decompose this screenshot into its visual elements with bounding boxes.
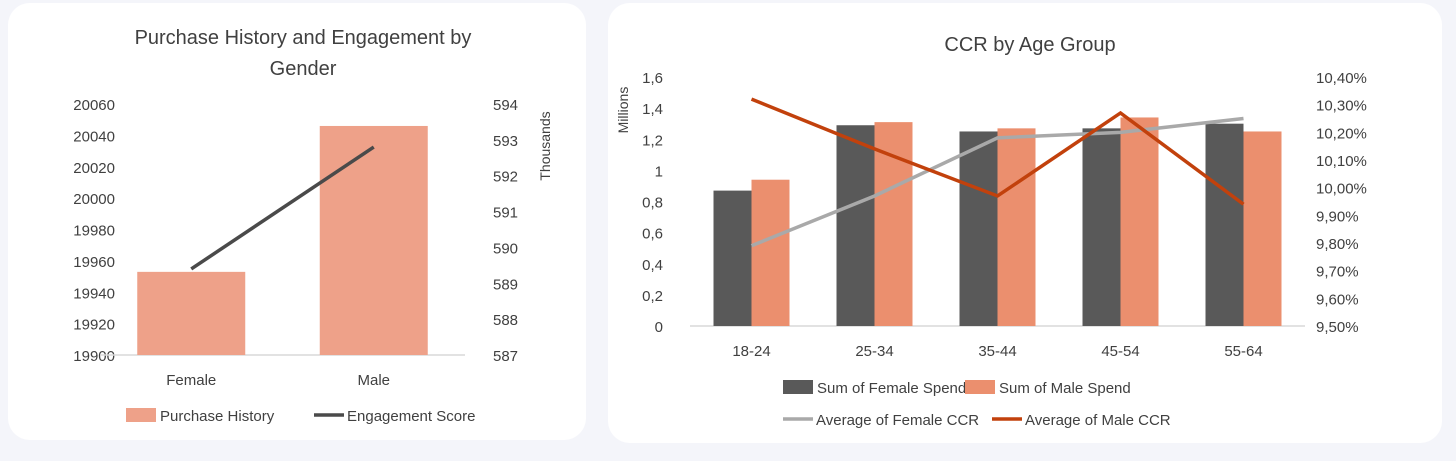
chart-title: Purchase History and Engagement by — [135, 27, 472, 49]
y2-tick-label: 9,60% — [1316, 291, 1359, 308]
ccr-age-group-chart: CCR by Age Group 1,6 1,4 1,2 1 0,8 0,6 0,4 0,2 0 1… — [615, 34, 1367, 429]
x-tick-label: 18-24 — [732, 343, 770, 360]
y-tick-label: 20060 — [73, 97, 115, 114]
bar-sum-of-male-spend — [997, 128, 1036, 326]
y-tick-label: 0,6 — [642, 226, 663, 243]
y-tick-label: 20020 — [73, 160, 115, 177]
ccr-age-group-chart-card: CCR by Age Group 1,6 1,4 1,2 1 0,8 0,6 0,4 0,2 0 1… — [608, 3, 1442, 443]
y2-tick-label: 593 — [493, 133, 518, 150]
bar-sum-of-male-spend — [1120, 117, 1159, 327]
y2-axis-title: Thousands — [537, 111, 553, 180]
line-average-of-female-ccr — [750, 116, 1244, 248]
legend-label: Sum of Male Spend — [999, 380, 1131, 397]
purchase-history-chart: Purchase History and Engagement by Gender… — [73, 27, 553, 425]
legend-label: Average of Male CCR — [1025, 412, 1171, 429]
y2-tick-label: 10,00% — [1316, 181, 1367, 198]
y2-tick-label: 10,30% — [1316, 98, 1367, 115]
y-tick-label: 1,6 — [642, 70, 663, 87]
x-tick-label: Male — [357, 372, 390, 389]
bar-sum-of-female-spend — [1205, 123, 1244, 326]
bar-sum-of-male-spend — [751, 179, 790, 326]
y-tick-label: 0,2 — [642, 288, 663, 305]
y-tick-label: 20000 — [73, 191, 115, 208]
y2-tick-label: 9,70% — [1316, 264, 1359, 281]
y-tick-label: 1,2 — [642, 132, 663, 149]
y2-tick-label: 10,20% — [1316, 125, 1367, 142]
y-axis-title: Millions — [615, 87, 631, 134]
y2-tick-label: 589 — [493, 276, 518, 293]
y-tick-label: 19940 — [73, 285, 115, 302]
x-tick-label: 55-64 — [1224, 343, 1262, 360]
y-tick-label: 20040 — [73, 128, 115, 145]
y-tick-label: 0,4 — [642, 257, 663, 274]
y-tick-label: 19920 — [73, 317, 115, 334]
x-tick-label: Female — [166, 372, 216, 389]
y2-tick-label: 10,40% — [1316, 70, 1367, 87]
bar-sum-of-male-spend — [1243, 131, 1282, 326]
y-tick-label: 0,8 — [642, 195, 663, 212]
x-tick-label: 45-54 — [1101, 343, 1139, 360]
legend-swatch — [126, 408, 156, 422]
y-tick-label: 19900 — [73, 348, 115, 365]
y-tick-label: 1,4 — [642, 101, 663, 118]
y2-tick-label: 9,80% — [1316, 236, 1359, 253]
line-engagement-score — [190, 145, 375, 271]
y-tick-label: 19960 — [73, 254, 115, 271]
legend-label: Average of Female CCR — [816, 412, 979, 429]
y2-tick-label: 590 — [493, 240, 518, 257]
y2-tick-label: 588 — [493, 312, 518, 329]
legend-label: Engagement Score — [347, 408, 475, 425]
chart-title: CCR by Age Group — [944, 34, 1115, 56]
y2-tick-label: 591 — [493, 205, 518, 222]
bar-purchase-history — [319, 125, 428, 356]
y2-tick-label: 9,50% — [1316, 319, 1359, 336]
legend-label: Purchase History — [160, 408, 275, 425]
line-average-of-male-ccr — [750, 97, 1245, 206]
y2-tick-label: 9,90% — [1316, 208, 1359, 225]
legend-swatch — [965, 380, 995, 394]
bar-purchase-history — [137, 271, 246, 355]
purchase-history-chart-card: Purchase History and Engagement by Gender… — [8, 3, 586, 440]
y-tick-label: 1 — [655, 163, 663, 180]
bar-sum-of-female-spend — [836, 125, 875, 327]
y2-tick-label: 594 — [493, 97, 518, 114]
chart-title: Gender — [270, 58, 337, 80]
y-tick-label: 0 — [655, 319, 663, 336]
y-tick-label: 19980 — [73, 223, 115, 240]
bar-sum-of-female-spend — [713, 190, 752, 326]
legend-swatch — [783, 380, 813, 394]
bar-sum-of-female-spend — [1082, 128, 1121, 326]
x-tick-label: 25-34 — [855, 343, 893, 360]
y2-tick-label: 592 — [493, 169, 518, 186]
y2-tick-label: 10,10% — [1316, 153, 1367, 170]
bar-sum-of-female-spend — [959, 131, 998, 326]
y2-tick-label: 587 — [493, 348, 518, 365]
x-tick-label: 35-44 — [978, 343, 1016, 360]
legend-label: Sum of Female Spend — [817, 380, 966, 397]
